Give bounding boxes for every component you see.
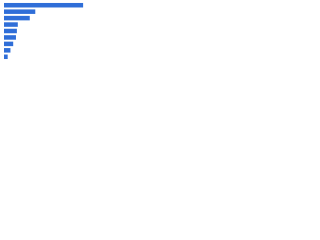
bar bbox=[4, 41, 14, 47]
bar bbox=[4, 2, 84, 8]
bar bbox=[4, 35, 16, 40]
bar bbox=[4, 15, 30, 21]
bar bbox=[4, 28, 17, 34]
chart bbox=[4, 2, 84, 60]
bar bbox=[4, 54, 8, 60]
bar bbox=[4, 9, 36, 14]
bar bbox=[4, 48, 11, 53]
page: {"chart_data": {"type": "bar", "orientat… bbox=[0, 0, 100, 71]
bar bbox=[4, 22, 18, 27]
